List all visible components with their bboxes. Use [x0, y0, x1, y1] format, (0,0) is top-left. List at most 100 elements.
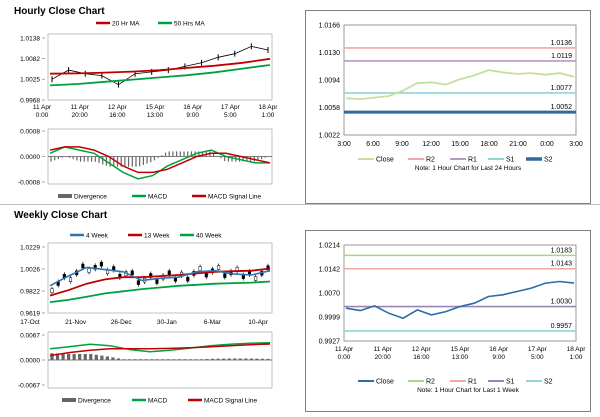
weekly-price-panel: 4 Week 13 Week 40 Week 0.9619 0.9822 1.0026 1.…: [0, 227, 300, 330]
wpv-x-tick: 11 Apr 20:00: [374, 346, 393, 361]
wp-x-tick: 30-Jan: [157, 319, 177, 326]
hpv-x-tick: 0:00: [540, 141, 554, 148]
hpv-x-tick: 18:00: [480, 141, 498, 148]
wpv-plot-border: [343, 244, 577, 342]
hpv-x-tick: 3:00: [569, 141, 583, 148]
wm-divergence-bar: [111, 357, 115, 360]
wp-candle-body: [167, 270, 171, 276]
section-divider: [0, 204, 600, 205]
hpv-y-tick: 1.0166: [319, 23, 341, 30]
wm-divergence-bar: [266, 358, 270, 360]
hpv-close-line: [345, 69, 575, 101]
wm-legend-label: MACD: [148, 397, 167, 404]
hp-price-line: [51, 45, 269, 86]
wm-divergence-bar: [127, 359, 132, 360]
wm-divergence-bar: [211, 358, 215, 360]
wm-divergence-bar: [83, 354, 87, 360]
wm-divergence-bar: [78, 354, 82, 360]
wpv-y-tick: 1.0070: [319, 291, 341, 298]
wp-candle-body: [81, 263, 85, 269]
hm-legend-label: MACD: [148, 193, 167, 200]
wm-divergence-bar: [94, 354, 98, 360]
wpv-legend-label: Close: [376, 379, 394, 386]
hp-20hr-ma-line: [49, 57, 271, 75]
wp-candle-body: [155, 279, 159, 284]
wpv-x-tick: 15 Apr 13:00: [451, 346, 471, 361]
wpv-legend-label: R1: [468, 379, 477, 386]
wpv-x-tick: 18 Apr 1:00: [567, 346, 587, 361]
wm-macd-line: [49, 342, 271, 353]
wpv-legend-label: S1: [506, 379, 515, 386]
wm-divergence-bar: [139, 359, 143, 360]
wp-4wk-ma-line: [49, 266, 271, 287]
hourly-price-chart: 20 Hr MA 50 Hrs MA 0.9968 1.0025 1.0082 1.013…: [20, 20, 278, 119]
wm-y-tick: 0.0067: [20, 333, 40, 340]
hpv-plot-border: [343, 24, 577, 136]
wm-divergence-bar: [188, 359, 193, 360]
hp-x-tick: 16 Apr 9:00: [183, 104, 203, 119]
hpv-legend-label: S2: [544, 157, 553, 164]
hm-legend-label: Divergence: [74, 193, 107, 200]
hourly-macd-chart: -0.0008 0.0000 0.0008 Divergence MACD MACD Si…: [18, 129, 273, 200]
wm-signal-line: [49, 343, 271, 357]
wp-legend-label: 40 Week: [196, 232, 222, 239]
wp-y-tick: 1.0026: [20, 266, 40, 273]
wm-divergence-bar: [55, 353, 60, 360]
wpv-legend-label: S2: [544, 379, 553, 386]
wpv-x-tick: 11 Apr 0:00: [335, 346, 354, 361]
wm-divergence-bar: [50, 353, 54, 360]
wpv-y-tick: 1.0142: [319, 267, 341, 274]
wp-x-tick: 6-Mar: [204, 319, 222, 326]
hm-macd-line: [49, 146, 270, 180]
wp-plot-border: [47, 242, 273, 314]
hp-y-tick: 1.0025: [20, 77, 40, 84]
wpv-note: Note: 1 Hour Chart for Last 1 Week: [417, 387, 520, 394]
wp-candle-body: [93, 265, 97, 270]
wm-y-tick: 0.0000: [20, 358, 40, 365]
wpv-level-label: 1.0143: [551, 261, 573, 268]
wp-40wk-ma-line: [49, 280, 271, 303]
wp-candle-body: [198, 266, 202, 271]
wm-y-tick: -0.0067: [18, 383, 40, 390]
wp-candle-body: [50, 288, 54, 293]
hp-plot-border: [47, 33, 273, 101]
hpv-x-tick: 3:00: [337, 141, 351, 148]
wm-divergence-bar: [122, 359, 126, 360]
hpv-note: Note: 1 Hour Chart for Last 24 Hours: [415, 165, 522, 172]
hpv-x-tick: 9:00: [395, 141, 409, 148]
wm-divergence-bar: [222, 358, 226, 360]
wm-divergence-bar: [133, 359, 137, 360]
wm-divergence-bar: [177, 359, 181, 360]
wp-candle-body: [204, 272, 208, 278]
wm-legend-label: Divergence: [78, 397, 111, 404]
wp-x-tick: 10-Apr: [248, 319, 268, 326]
wm-divergence-bar: [194, 359, 198, 360]
hm-y-tick: -0.0008: [18, 180, 40, 187]
wp-candle-body: [136, 280, 140, 285]
hp-legend-label: 50 Hrs MA: [174, 20, 205, 27]
hourly-pivot-chart: 1.0022 1.0058 1.0094 1.0130 1.0166 1.0136 1.01…: [319, 23, 583, 173]
hp-x-tick: 11 Apr 0:00: [33, 104, 52, 119]
hm-y-tick: 0.0000: [20, 154, 40, 161]
wpv-y-tick: 0.9999: [319, 314, 341, 321]
hp-y-tick: 0.9968: [20, 98, 40, 105]
wp-y-tick: 1.0229: [20, 245, 40, 252]
wm-divergence-bar: [61, 353, 65, 360]
wm-divergence-bar: [89, 354, 93, 360]
weekly-pivot-frame: 0.9927 0.9999 1.0070 1.0142 1.0214 1.0183 1.01…: [305, 230, 591, 412]
hpv-legend-label: Close: [376, 157, 394, 164]
hourly-macd-panel: -0.0008 0.0000 0.0008 Divergence MACD MACD Si…: [0, 124, 300, 202]
wm-divergence-bar: [255, 358, 259, 360]
hpv-x-tick: 15:00: [451, 141, 469, 148]
wp-candle-body: [87, 268, 91, 273]
hp-y-tick: 1.0138: [20, 36, 40, 43]
hpv-level-label: 1.0119: [551, 53, 572, 60]
wpv-close-line: [345, 280, 575, 320]
hpv-x-tick: 12:00: [422, 141, 440, 148]
hourly-pivot-frame: 1.0022 1.0058 1.0094 1.0130 1.0166 1.0136 1.01…: [305, 10, 591, 204]
wp-candle-body: [217, 265, 221, 270]
hpv-legend-label: S1: [506, 157, 515, 164]
wm-divergence-bar: [183, 359, 187, 360]
wm-divergence-bar: [166, 359, 170, 360]
hp-x-tick: 15 Apr 13:00: [146, 104, 166, 119]
